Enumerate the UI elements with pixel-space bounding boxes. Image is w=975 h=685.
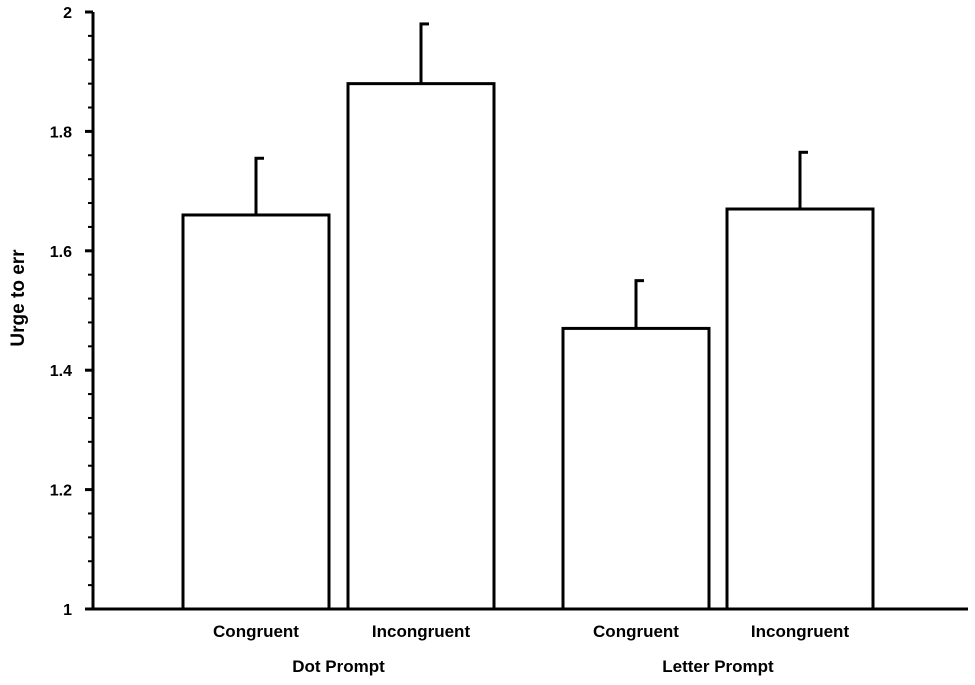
bar [181, 213, 331, 611]
y-tick-label: 1.4 [50, 363, 72, 380]
bar [561, 326, 711, 611]
y-tick-label: 1 [63, 602, 72, 619]
y-axis-ticks: 1 1.2 1.4 1.6 1.8 2 [50, 5, 93, 619]
category-label: Congruent [593, 622, 679, 641]
category-label: Congruent [213, 622, 299, 641]
y-tick-label: 1.2 [50, 483, 72, 500]
category-labels: Congruent Incongruent Dot Prompt Congruent I… [213, 622, 849, 676]
y-axis-title: Urge to err [8, 249, 29, 347]
group-label: Dot Prompt [292, 657, 385, 676]
group-label: Letter Prompt [662, 657, 774, 676]
bars-layer [181, 22, 875, 611]
bar [725, 207, 875, 611]
category-label: Incongruent [751, 622, 850, 641]
bar [346, 82, 496, 611]
category-label: Incongruent [372, 622, 471, 641]
y-tick-label: 1.6 [50, 244, 72, 261]
y-tick-label: 1.8 [50, 124, 72, 141]
y-tick-label: 2 [63, 5, 72, 22]
